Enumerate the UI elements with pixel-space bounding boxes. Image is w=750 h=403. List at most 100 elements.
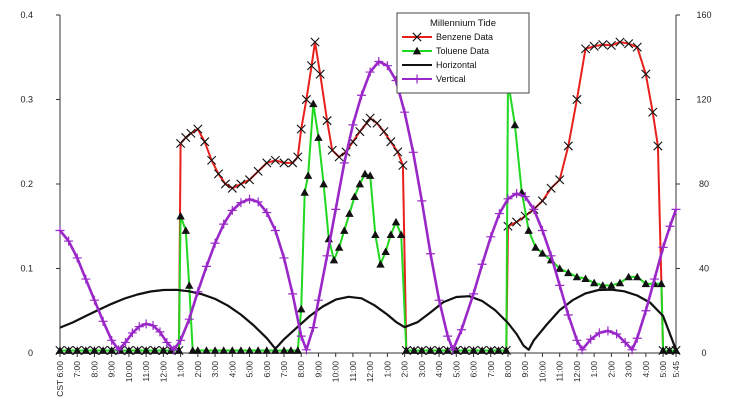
data-point-benzene-data xyxy=(227,183,237,193)
data-point-vertical xyxy=(382,61,392,71)
data-point-toluene-data xyxy=(510,120,520,129)
data-point-vertical xyxy=(417,196,427,206)
data-point-benzene-data xyxy=(244,175,255,185)
data-point-benzene-data xyxy=(355,127,365,137)
data-point-toluene-data xyxy=(219,346,228,354)
legend-label: Benzene Data xyxy=(436,32,493,42)
data-point-vertical xyxy=(279,253,289,263)
x-tick-label: 11:00 xyxy=(555,361,565,382)
data-point-toluene-data xyxy=(309,99,318,108)
x-tick-label: 12:00 xyxy=(158,361,168,383)
data-point-vertical xyxy=(649,274,659,284)
data-point-benzene-data xyxy=(580,44,591,54)
x-tick-label: 12:00 xyxy=(365,361,375,383)
data-point-vertical xyxy=(134,322,144,332)
data-point-toluene-data xyxy=(402,346,411,354)
data-point-benzene-data xyxy=(253,166,263,176)
data-point-toluene-data xyxy=(443,346,452,354)
data-point-benzene-data xyxy=(207,155,217,165)
data-point-toluene-data xyxy=(658,346,668,354)
data-point-toluene-data xyxy=(572,272,582,281)
data-point-benzene-data xyxy=(315,69,325,79)
data-point-vertical xyxy=(114,345,124,355)
data-point-toluene-data xyxy=(193,346,203,354)
data-point-vertical xyxy=(301,345,311,355)
data-point-toluene-data xyxy=(624,272,633,281)
data-point-toluene-data xyxy=(469,346,478,354)
data-point-vertical xyxy=(537,225,547,235)
series-line-horizontal xyxy=(59,288,678,351)
data-point-toluene-data xyxy=(494,346,503,354)
x-tick-label: 5:00 xyxy=(245,361,255,378)
legend-label: Horizontal xyxy=(436,60,477,70)
series-line-benzene-data xyxy=(60,41,676,352)
legend-entry-horizontal: Horizontal xyxy=(402,60,477,70)
data-point-vertical xyxy=(339,158,349,168)
data-point-toluene-data xyxy=(303,171,313,179)
data-point-toluene-data xyxy=(340,226,349,234)
data-point-toluene-data xyxy=(417,346,427,354)
data-point-vertical xyxy=(563,310,573,320)
data-point-vertical xyxy=(331,204,341,214)
data-point-toluene-data xyxy=(371,230,380,239)
data-point-vertical xyxy=(262,208,272,218)
data-point-toluene-data xyxy=(426,346,435,354)
data-point-toluene-data xyxy=(502,346,511,354)
data-point-benzene-data xyxy=(653,141,663,151)
data-point-toluene-data xyxy=(329,255,339,264)
left-y-tick-label: 0.3 xyxy=(20,95,33,105)
legend-entry-toluene-data: Toluene Data xyxy=(402,46,489,56)
data-point-vertical xyxy=(308,323,318,333)
data-point-vertical xyxy=(184,314,194,324)
data-point-toluene-data xyxy=(434,346,444,354)
data-point-toluene-data xyxy=(228,346,237,354)
data-point-toluene-data xyxy=(460,346,470,354)
left-y-tick-label: 0.2 xyxy=(20,179,33,189)
data-point-toluene-data xyxy=(633,272,642,281)
data-point-vertical xyxy=(443,331,453,341)
x-tick-label: 4:00 xyxy=(227,361,237,378)
legend-entry-benzene-data: Benzene Data xyxy=(402,32,493,42)
data-point-vertical xyxy=(127,328,137,338)
data-point-vertical xyxy=(201,261,211,271)
data-point-toluene-data xyxy=(538,249,547,257)
data-point-toluene-data xyxy=(555,264,564,272)
left-y-tick-label: 0.4 xyxy=(20,10,33,20)
right-y-tick-label: 40 xyxy=(699,264,709,274)
data-point-vertical xyxy=(612,329,622,339)
data-point-benzene-data xyxy=(365,113,375,123)
data-point-vertical xyxy=(55,225,65,235)
data-point-benzene-data xyxy=(296,124,306,134)
data-point-toluene-data xyxy=(345,209,354,217)
data-point-vertical xyxy=(236,198,246,208)
x-tick-label: 11:00 xyxy=(348,361,358,382)
data-point-benzene-data xyxy=(301,94,311,105)
data-point-vertical xyxy=(253,197,263,207)
data-point-toluene-data xyxy=(176,211,185,220)
x-tick-label: 10:00 xyxy=(124,361,134,383)
series-layer xyxy=(55,37,681,356)
data-point-vertical xyxy=(313,295,323,305)
right-y-tick-label: 120 xyxy=(696,95,711,105)
data-point-benzene-data xyxy=(606,40,616,51)
data-point-vertical xyxy=(620,337,630,347)
legend: Millennium Tide Benzene Data Toluene Data… xyxy=(396,12,530,94)
data-point-benzene-data xyxy=(220,179,231,189)
data-point-toluene-data xyxy=(641,279,651,288)
x-tick-label: 3:00 xyxy=(417,361,427,378)
x-tick-label: 5:00 xyxy=(451,361,461,378)
data-point-benzene-data xyxy=(624,39,634,49)
series-line-vertical xyxy=(58,60,678,352)
legend-marker xyxy=(412,74,422,84)
data-point-vertical xyxy=(141,319,151,329)
data-point-benzene-data xyxy=(372,118,382,128)
data-point-benzene-data xyxy=(398,160,408,170)
data-point-toluene-data xyxy=(615,278,625,287)
data-point-benzene-data xyxy=(310,37,320,47)
axes: 0 0.1 0.2 0.3 0.4 0 40 80 120 160 xyxy=(20,10,711,358)
data-point-toluene-data xyxy=(657,279,666,288)
data-point-benzene-data xyxy=(213,169,224,179)
data-point-toluene-data xyxy=(133,346,142,354)
x-tick-label: 3:00 xyxy=(624,361,634,378)
data-point-toluene-data xyxy=(64,346,73,354)
